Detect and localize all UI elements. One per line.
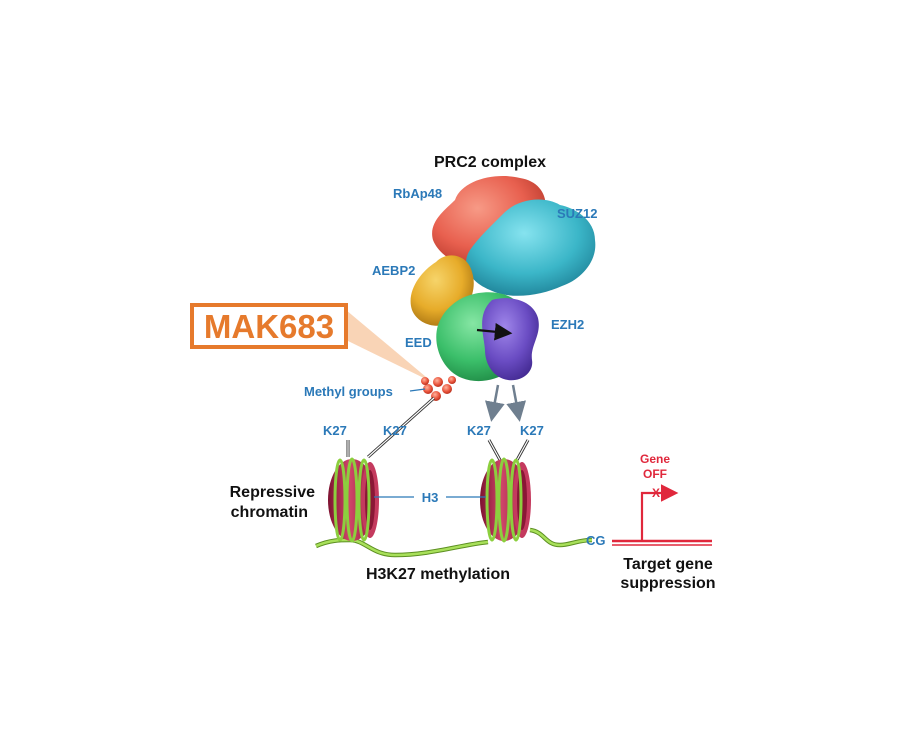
ezh2-arrow-right [506,384,527,422]
nucleosome-left [328,457,379,543]
cg-label: CG [586,533,606,548]
k27-label-2: K27 [383,423,407,438]
h3-label: H3 [422,490,439,505]
eed-ezh2-arrow [476,322,513,341]
methyl-groups-label: Methyl groups [304,384,393,399]
suz12-subunit [466,199,596,296]
suz12-label: SUZ12 [557,206,597,221]
nucleosome-right [480,457,531,543]
ezh2-subunit [482,298,539,381]
mak683-callout-wedge [346,310,432,382]
repressive-caption-line2: chromatin [231,504,308,521]
rbap48-label: RbAp48 [393,186,442,201]
gene-off-x: X [652,486,660,500]
methylation-caption: H3K27 methylation [366,566,510,583]
ezh2-arrow-left [484,384,505,422]
methyl-leader-line [409,388,426,392]
k27-label-4: K27 [520,423,544,438]
promoter-arrow [640,484,679,541]
target-caption-line2: suppression [620,575,715,592]
gene-label: Gene [640,452,670,466]
ezh2-label: EZH2 [551,317,584,332]
target-caption-line1: Target gene [623,556,713,573]
gene-off-label: OFF [643,467,667,481]
repressive-caption-line1: Repressive [230,484,315,501]
dna-linker [315,537,489,558]
k27-label-1: K27 [323,423,347,438]
mak683-box [190,303,348,349]
eed-label: EED [405,335,432,350]
diagram-title: PRC2 complex [434,154,546,171]
methyl-groups-cluster [421,376,456,401]
k27-label-3: K27 [467,423,491,438]
aebp2-label: AEBP2 [372,263,415,278]
mak683-label: MAK683 [204,308,334,345]
